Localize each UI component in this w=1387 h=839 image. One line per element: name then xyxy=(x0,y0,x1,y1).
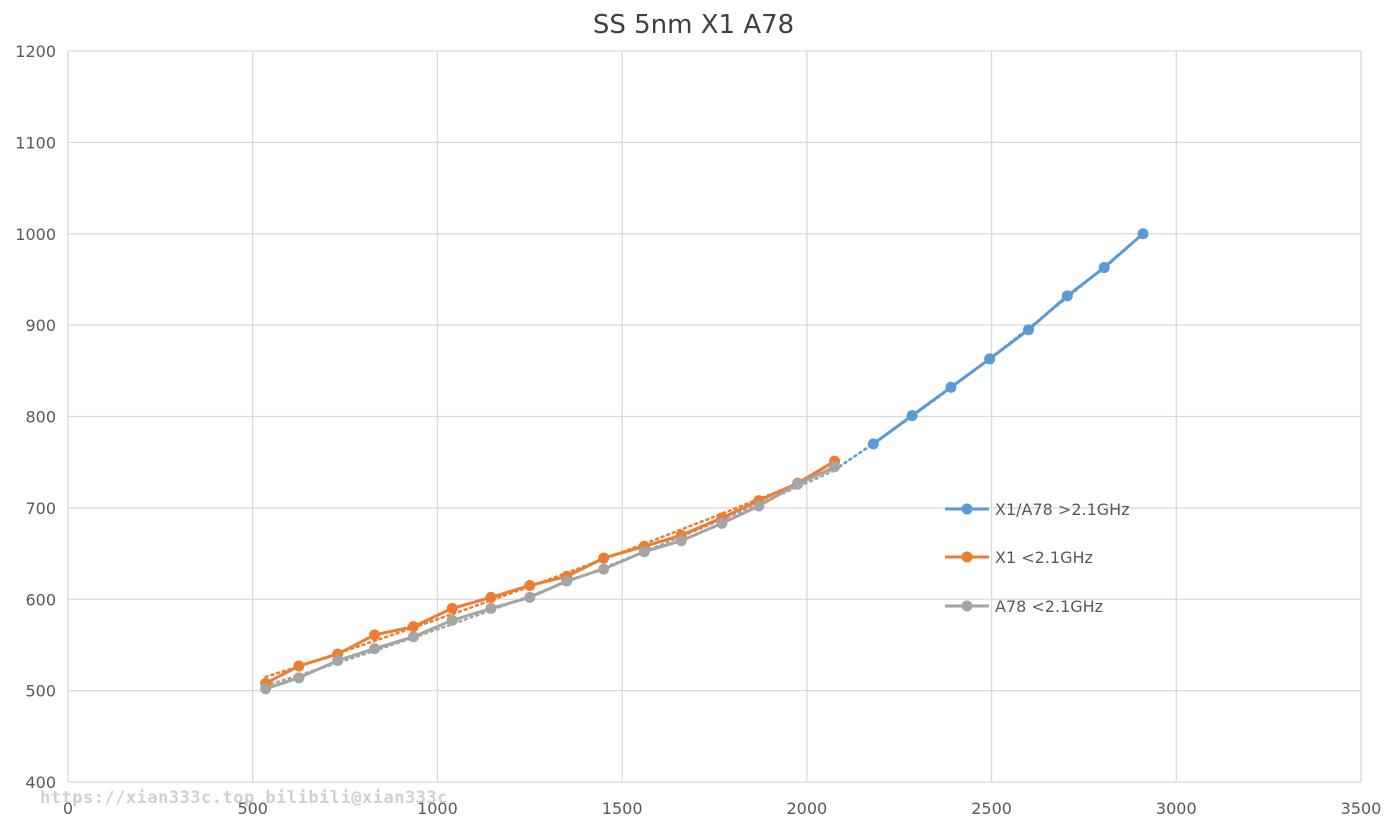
data-point xyxy=(906,410,918,422)
legend-label: X1 <2.1GHz xyxy=(995,548,1093,567)
x-tick-label: 3500 xyxy=(1341,799,1382,818)
legend-label: A78 <2.1GHz xyxy=(995,597,1103,616)
legend-swatch-marker xyxy=(961,551,973,563)
data-point xyxy=(524,591,536,603)
data-point xyxy=(446,614,458,626)
data-point xyxy=(407,621,419,633)
data-point xyxy=(1023,324,1035,336)
y-tick-label: 1100 xyxy=(15,133,56,152)
legend-swatch-marker xyxy=(961,600,973,612)
x-tick-label: 1500 xyxy=(602,799,643,818)
data-point xyxy=(293,672,305,684)
data-point xyxy=(598,563,610,575)
data-point xyxy=(524,580,536,592)
data-point xyxy=(984,353,996,365)
data-point xyxy=(1061,290,1073,302)
data-point xyxy=(332,654,344,666)
x-tick-label: 3000 xyxy=(1156,799,1197,818)
y-tick-label: 1200 xyxy=(15,42,56,61)
data-point xyxy=(753,500,765,512)
data-point xyxy=(1098,262,1110,274)
x-tick-label: 2500 xyxy=(971,799,1012,818)
y-tick-label: 400 xyxy=(25,773,56,792)
data-point xyxy=(598,552,610,564)
series-line xyxy=(265,465,836,691)
y-tick-label: 900 xyxy=(25,316,56,335)
legend-label: X1/A78 >2.1GHz xyxy=(995,500,1130,519)
data-point xyxy=(716,517,728,529)
data-point xyxy=(260,683,272,695)
data-point xyxy=(867,438,879,450)
series-line xyxy=(872,232,1144,446)
y-tick-label: 600 xyxy=(25,590,56,609)
y-tick-label: 700 xyxy=(25,499,56,518)
x-tick-label: 0 xyxy=(63,799,73,818)
data-point xyxy=(485,591,497,603)
data-point xyxy=(1137,228,1149,240)
data-point xyxy=(369,629,381,641)
data-point xyxy=(675,535,687,547)
x-tick-label: 500 xyxy=(237,799,268,818)
data-point xyxy=(293,660,305,672)
data-point xyxy=(446,602,458,614)
chart-title: SS 5nm X1 A78 xyxy=(592,10,795,40)
y-tick-label: 1000 xyxy=(15,225,56,244)
series-line xyxy=(264,460,836,685)
trendline xyxy=(833,232,1145,472)
data-point xyxy=(829,461,841,473)
data-point xyxy=(792,478,804,490)
y-tick-label: 500 xyxy=(25,682,56,701)
y-tick-label: 800 xyxy=(25,408,56,427)
data-point xyxy=(407,631,419,643)
x-tick-label: 1000 xyxy=(417,799,458,818)
watermark: https://xian333c.top bilibili@xian333c xyxy=(40,788,448,808)
data-point xyxy=(638,546,650,558)
legend-swatch-marker xyxy=(961,503,973,515)
data-point xyxy=(945,381,957,393)
data-point xyxy=(369,643,381,655)
data-point xyxy=(485,602,497,614)
x-tick-label: 2000 xyxy=(786,799,827,818)
data-point xyxy=(561,575,573,587)
